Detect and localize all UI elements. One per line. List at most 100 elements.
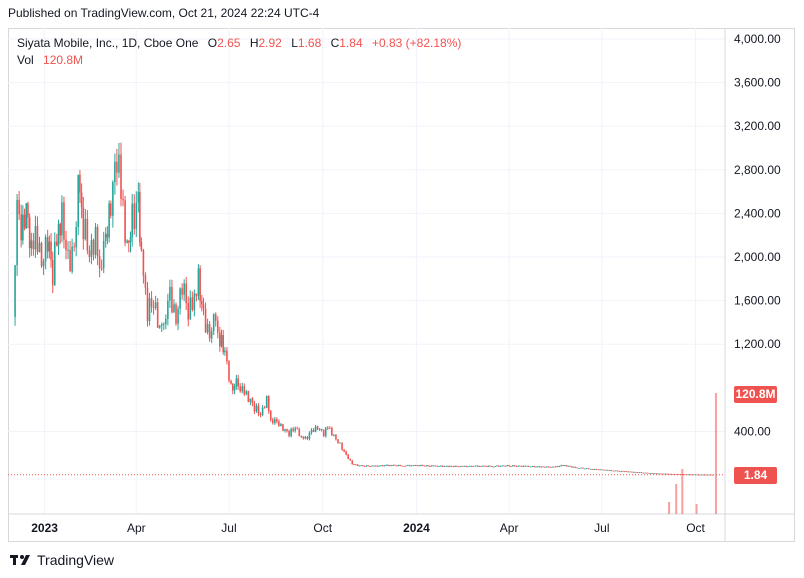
candle-body (425, 465, 428, 467)
candle-body (290, 428, 292, 437)
candle-body (38, 242, 41, 253)
candle-body (241, 386, 244, 392)
high-label: H (249, 36, 259, 50)
candle-body (57, 223, 60, 246)
candle-body (16, 199, 18, 266)
volume-bar (714, 393, 717, 514)
candle-body (214, 314, 217, 321)
candle-body (420, 465, 422, 466)
tradingview-logo-icon[interactable] (10, 553, 32, 567)
candle-body (586, 468, 588, 470)
candle-body (666, 473, 669, 475)
candle-body (294, 428, 296, 431)
volume-value: 120.8M (43, 53, 84, 67)
candle-body (517, 465, 519, 467)
price-chart[interactable]: 400.00 1,200.00 1,600.00 2,000.00 2,400.00 2,… (8, 28, 795, 542)
candle-body (450, 465, 453, 467)
footer-brand[interactable]: TradingView (37, 552, 115, 568)
candle-body (75, 226, 77, 248)
candle-body (183, 283, 185, 295)
y-tick-label: 2,800.00 (734, 163, 781, 177)
candle-body (497, 465, 500, 467)
candle-body (569, 465, 571, 467)
candle-body (94, 227, 97, 255)
candle-body (286, 429, 288, 431)
candle-body (696, 474, 699, 476)
candle-body (675, 473, 678, 475)
candle-body (620, 470, 622, 472)
candle-body (335, 434, 337, 440)
candle-body (616, 470, 619, 472)
candle-body (30, 240, 33, 249)
candle-body (478, 466, 481, 467)
candle-body (363, 465, 366, 467)
candle-body (591, 469, 594, 470)
candle-body (263, 407, 266, 409)
candle-body (197, 268, 200, 296)
candle-body (524, 465, 527, 467)
candle-body (576, 467, 579, 469)
candle-body (526, 465, 528, 467)
candle-body (467, 466, 469, 468)
candle-body (374, 465, 377, 467)
volume-price-tag: 120.8M (734, 386, 777, 403)
candle-body (474, 465, 477, 467)
candle-body (644, 472, 646, 474)
candle-body (343, 449, 345, 452)
candle-body (53, 241, 56, 285)
candle-body (457, 466, 460, 468)
candle-body (77, 174, 80, 227)
candle-body (494, 466, 497, 468)
candle-body (80, 192, 83, 208)
candle-body (220, 335, 223, 347)
candle-body (201, 300, 203, 305)
candle-body (28, 217, 31, 249)
candle-body (369, 466, 371, 467)
candle-body (114, 161, 116, 183)
x-tick-label: Jul (594, 521, 609, 535)
candle-body (187, 303, 190, 320)
candle-body (567, 465, 570, 467)
candle-body (362, 465, 364, 467)
footer: TradingView (10, 552, 114, 568)
candle-body (511, 465, 514, 467)
candle-body (712, 474, 714, 476)
candle-body (44, 237, 47, 262)
candle-body (230, 380, 232, 384)
candle-body (48, 241, 51, 252)
last-price-tag: 1.84 (734, 467, 777, 484)
candle-body (139, 192, 141, 243)
candle-body (434, 465, 437, 467)
candle-body (322, 430, 325, 437)
candle-body (351, 460, 354, 465)
candle-body (131, 203, 134, 238)
candle-body (515, 465, 518, 467)
candle-body (661, 473, 663, 475)
candle-body (292, 428, 294, 431)
candle-body (122, 198, 124, 201)
published-note: Published on TradingView.com, Oct 21, 20… (8, 6, 320, 20)
candle-body (501, 465, 504, 467)
candle-body (610, 470, 613, 471)
candle-body (298, 428, 301, 437)
symbol-label[interactable]: Siyata Mobile, Inc., 1D, Cboe One (17, 36, 199, 50)
volume-bar (681, 468, 684, 514)
candle-body (702, 474, 705, 476)
candle-body (562, 465, 564, 466)
candle-body (249, 398, 252, 402)
candle-body (228, 361, 230, 381)
candle-body (104, 233, 107, 241)
candle-body (148, 298, 151, 322)
x-tick-label: 2023 (31, 521, 58, 535)
candle-body (416, 465, 419, 467)
candle-body (553, 466, 555, 468)
candle-body (63, 202, 65, 240)
high-value: 2.92 (258, 36, 282, 50)
candle-body (106, 233, 109, 238)
candle-body (483, 465, 486, 467)
x-tick-label: 2024 (403, 521, 430, 535)
candle-body (140, 242, 143, 250)
candle-body (216, 320, 219, 333)
candle-body (547, 466, 550, 468)
candle-body (167, 300, 169, 319)
